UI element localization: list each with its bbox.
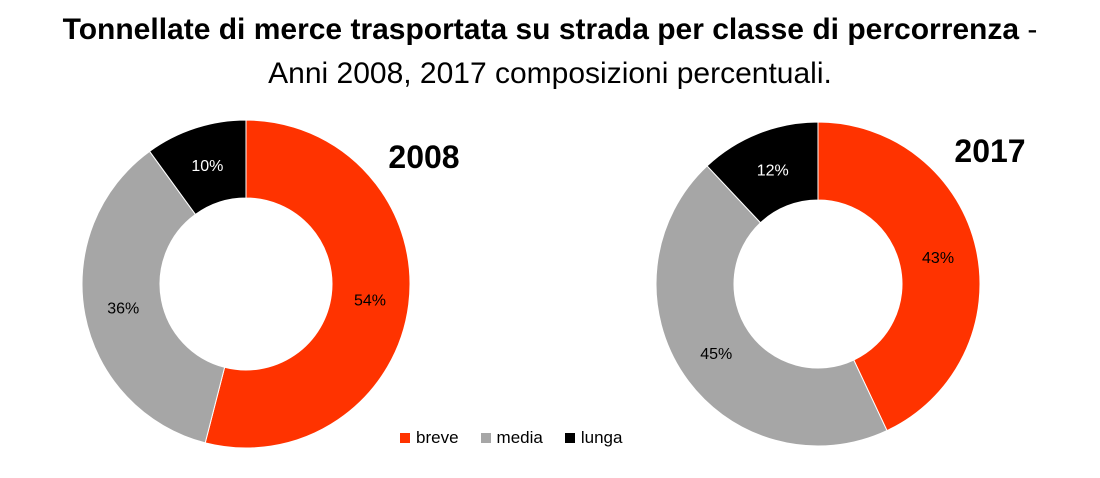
legend: breve media lunga (400, 428, 622, 448)
data-label-2008-breve: 54% (354, 293, 386, 310)
chart-year-title-2017: 2017 (954, 133, 1025, 169)
legend-swatch-lunga (564, 433, 575, 443)
slice-2008-lunga (148, 119, 247, 216)
slice-2008-breve (204, 119, 411, 449)
slice-2017-media (655, 165, 888, 447)
data-label-2017-media: 45% (700, 346, 732, 363)
legend-swatch-breve (400, 433, 410, 443)
title-subtitle: Anni 2008, 2017 composizioni percentuali… (268, 57, 832, 90)
legend-label-lunga: lunga (580, 428, 623, 447)
slice-2008-media (81, 150, 226, 444)
chart-title-block: Tonnellate di merce trasportata su strad… (0, 8, 1100, 96)
title-separator: - (1019, 13, 1038, 46)
legend-item-breve: breve (400, 428, 459, 448)
slice-2017-lunga (706, 121, 819, 224)
data-label-2017-lunga: 12% (757, 163, 789, 180)
slice-2017-breve (817, 121, 981, 432)
title-main: Tonnellate di merce trasportata su strad… (62, 13, 1020, 46)
data-label-2008-media: 36% (107, 300, 139, 317)
legend-label-breve: breve (416, 428, 459, 447)
data-label-2008-lunga: 10% (191, 158, 223, 175)
chart-year-title-2008: 2008 (388, 139, 459, 175)
legend-item-media: media (480, 428, 543, 448)
legend-item-lunga: lunga (564, 428, 623, 448)
data-label-2017-breve: 43% (922, 250, 954, 267)
legend-swatch-media (480, 433, 491, 443)
legend-label-media: media (496, 428, 543, 447)
